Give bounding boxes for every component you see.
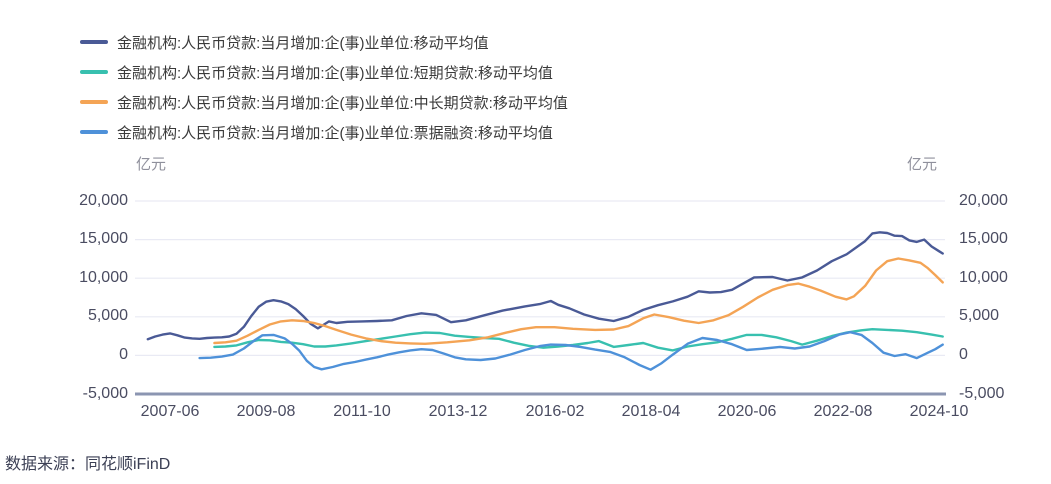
legend-item-short-term: 金融机构:人民币贷款:当月增加:企(事)业单位:短期贷款:移动平均值 [80, 57, 568, 87]
legend-item-total: 金融机构:人民币贷款:当月增加:企(事)业单位:移动平均值 [80, 27, 568, 57]
y-tick-right-neg5000: -5,000 [959, 385, 1005, 402]
y-tick-right-15000: 15,000 [959, 230, 1008, 247]
series-line-3 [198, 331, 944, 371]
x-tick-2013-12: 2013-12 [428, 403, 488, 420]
y-tick-left-10000: 10,000 [79, 269, 128, 286]
legend-item-mid-long-term: 金融机构:人民币贷款:当月增加:企(事)业单位:中长期贷款:移动平均值 [80, 87, 568, 117]
x-tick-2020-06: 2020-06 [717, 403, 777, 420]
legend-swatch-short-term [80, 70, 108, 74]
x-tick-2007-06: 2007-06 [140, 403, 200, 420]
x-tick-2011-10: 2011-10 [333, 403, 391, 420]
legend-label-bill-financing: 金融机构:人民币贷款:当月增加:企(事)业单位:票据融资:移动平均值 [117, 124, 553, 142]
x-tick-2018-04: 2018-04 [621, 403, 681, 420]
chart-legend: 金融机构:人民币贷款:当月增加:企(事)业单位:移动平均值 金融机构:人民币贷款… [80, 27, 568, 147]
x-tick-2022-08: 2022-08 [813, 403, 873, 420]
y-tick-right-0: 0 [959, 346, 968, 363]
x-tick-2024-10: 2024-10 [909, 403, 969, 420]
legend-label-total: 金融机构:人民币贷款:当月增加:企(事)业单位:移动平均值 [117, 34, 489, 52]
y-tick-left-5000: 5,000 [87, 307, 128, 324]
y-tick-right-10000: 10,000 [959, 269, 1008, 286]
y-tick-left-neg5000: -5,000 [82, 385, 128, 402]
series-line-0 [146, 231, 944, 341]
y-tick-left-0: 0 [119, 346, 128, 363]
series-line-2 [213, 257, 944, 345]
y-axis-unit-left: 亿元 [136, 156, 167, 173]
y-tick-right-5000: 5,000 [959, 307, 1000, 324]
y-tick-left-15000: 15,000 [79, 230, 128, 247]
y-tick-right-20000: 20,000 [959, 192, 1008, 209]
legend-swatch-total [80, 40, 108, 44]
y-axis-unit-right: 亿元 [907, 156, 938, 173]
x-tick-2009-08: 2009-08 [236, 403, 296, 420]
legend-item-bill-financing: 金融机构:人民币贷款:当月增加:企(事)业单位:票据融资:移动平均值 [80, 117, 568, 147]
legend-label-short-term: 金融机构:人民币贷款:当月增加:企(事)业单位:短期贷款:移动平均值 [117, 64, 553, 82]
y-tick-left-20000: 20,000 [79, 192, 128, 209]
legend-label-mid-long-term: 金融机构:人民币贷款:当月增加:企(事)业单位:中长期贷款:移动平均值 [117, 94, 568, 112]
legend-swatch-bill-financing [80, 130, 108, 134]
legend-swatch-mid-long-term [80, 100, 108, 104]
data-source-caption: 数据来源：同花顺iFinD [5, 456, 171, 473]
x-tick-2016-02: 2016-02 [525, 403, 585, 420]
